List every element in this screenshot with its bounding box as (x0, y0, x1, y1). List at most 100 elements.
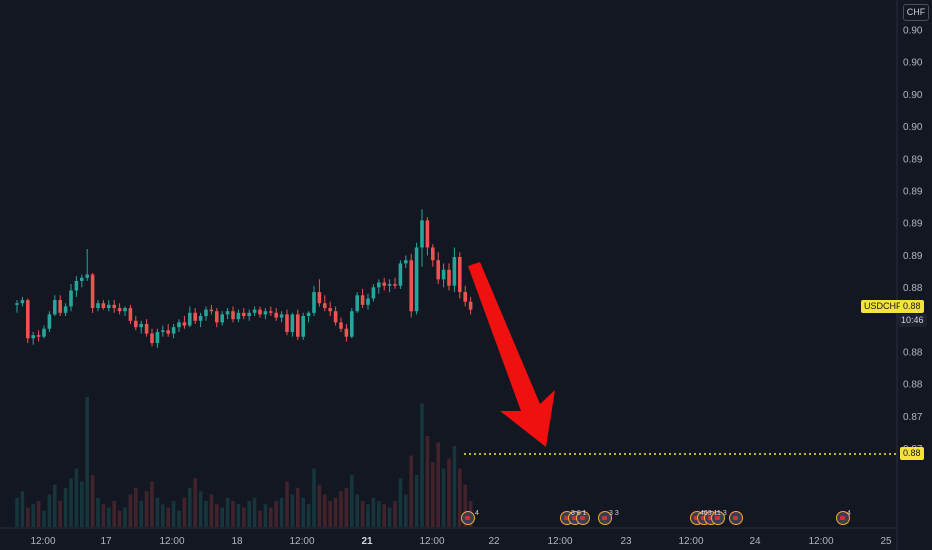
candle-body (420, 220, 424, 248)
candle (441, 263, 446, 288)
candle-body (328, 308, 332, 312)
volume-bar (134, 488, 138, 527)
candle (182, 316, 187, 329)
candle-body (333, 311, 338, 323)
candle-body (36, 335, 41, 337)
candle (63, 303, 68, 316)
candle (468, 296, 473, 315)
candle-body (355, 295, 359, 312)
time-tick-label: 24 (749, 536, 761, 547)
volume-bar (177, 510, 181, 527)
candle-body (134, 320, 138, 328)
candle (377, 279, 381, 294)
candle-body (193, 312, 197, 321)
volume-bar (112, 501, 116, 527)
candle-body (242, 312, 246, 316)
candle-body (225, 311, 230, 315)
volume-bar (15, 497, 19, 527)
event-count: 4 (475, 510, 479, 517)
candle-body (74, 280, 79, 291)
volume-bar (85, 397, 89, 527)
candle (404, 255, 408, 269)
volume-bar (404, 494, 408, 527)
candle-body (231, 311, 235, 320)
candle (96, 300, 100, 312)
candle (360, 288, 365, 309)
event-flag-icon[interactable] (598, 511, 612, 525)
down-arrow[interactable] (468, 262, 555, 447)
candle-body (107, 304, 111, 309)
candle (171, 323, 176, 339)
time-tick-label: 12:00 (547, 536, 572, 547)
candle (242, 308, 246, 320)
volume-bar (128, 494, 133, 527)
price-tick-label: 0.90 (903, 90, 923, 101)
event-flag-icon[interactable] (711, 511, 725, 525)
candle (220, 311, 224, 326)
event-flag-icon[interactable] (576, 511, 590, 525)
countdown-tag: 10:46 (898, 314, 927, 327)
volume-bar (409, 455, 413, 527)
candle (80, 274, 84, 288)
candle-body (177, 322, 181, 328)
volume-bar (285, 481, 289, 527)
time-tick-label: 12:00 (289, 536, 314, 547)
volume-bar (53, 484, 57, 527)
candle (198, 312, 203, 328)
candle (215, 308, 219, 328)
candle (328, 301, 332, 316)
volume-bar (139, 501, 143, 527)
candle-body (123, 308, 127, 312)
candle-body (452, 257, 457, 286)
candle (155, 328, 160, 348)
candle (144, 319, 149, 337)
currency-label[interactable]: CHF (903, 4, 929, 21)
candle (112, 300, 116, 313)
time-tick-label: 25 (880, 536, 892, 547)
event-flag-icon[interactable] (729, 511, 743, 525)
price-tick-label: 0.88 (903, 380, 923, 391)
candle (317, 279, 322, 307)
candle (117, 303, 122, 315)
price-tick-label: 0.89 (903, 154, 923, 165)
event-flag-icon[interactable] (836, 511, 850, 525)
volume-bar (198, 491, 203, 527)
time-axis[interactable]: 12:00 17 12:00 18 12:00 21 12:00 22 12:00 23 12:00… (30, 536, 892, 547)
volume-bar (166, 507, 170, 527)
candle (350, 308, 354, 339)
candle-body (366, 298, 370, 305)
price-axis[interactable]: 0.90 0.90 0.90 0.90 0.89 0.89 0.89 0.89 0.88 0.88… (903, 26, 923, 456)
candle-body (404, 260, 408, 264)
candle (58, 295, 62, 316)
candle-body (15, 303, 19, 305)
candle (312, 285, 316, 316)
volume-bar (339, 491, 343, 527)
volume-bar (144, 491, 149, 527)
volume-bar (458, 468, 462, 527)
candle-body (431, 247, 435, 261)
volume-bar (171, 501, 176, 527)
volume-bar (107, 507, 111, 527)
candle-body (350, 311, 354, 337)
candle (447, 263, 451, 291)
volume-bar (96, 497, 100, 527)
event-count: 8 6 1 (571, 510, 587, 517)
candle-body (215, 311, 219, 323)
time-tick-label: 12:00 (30, 536, 55, 547)
candle (69, 284, 73, 312)
candle-body (258, 309, 262, 315)
candle (296, 309, 300, 340)
candle (431, 244, 435, 267)
volume-bar (47, 494, 52, 527)
candle-body (436, 260, 440, 280)
volume-bar (420, 403, 424, 527)
candle (128, 304, 133, 324)
volume-bar (90, 475, 95, 527)
event-flag-icon[interactable] (461, 511, 475, 525)
volume-bar (26, 507, 30, 527)
candle-body (63, 306, 68, 313)
candle (306, 311, 311, 323)
volume-bar (328, 501, 332, 527)
